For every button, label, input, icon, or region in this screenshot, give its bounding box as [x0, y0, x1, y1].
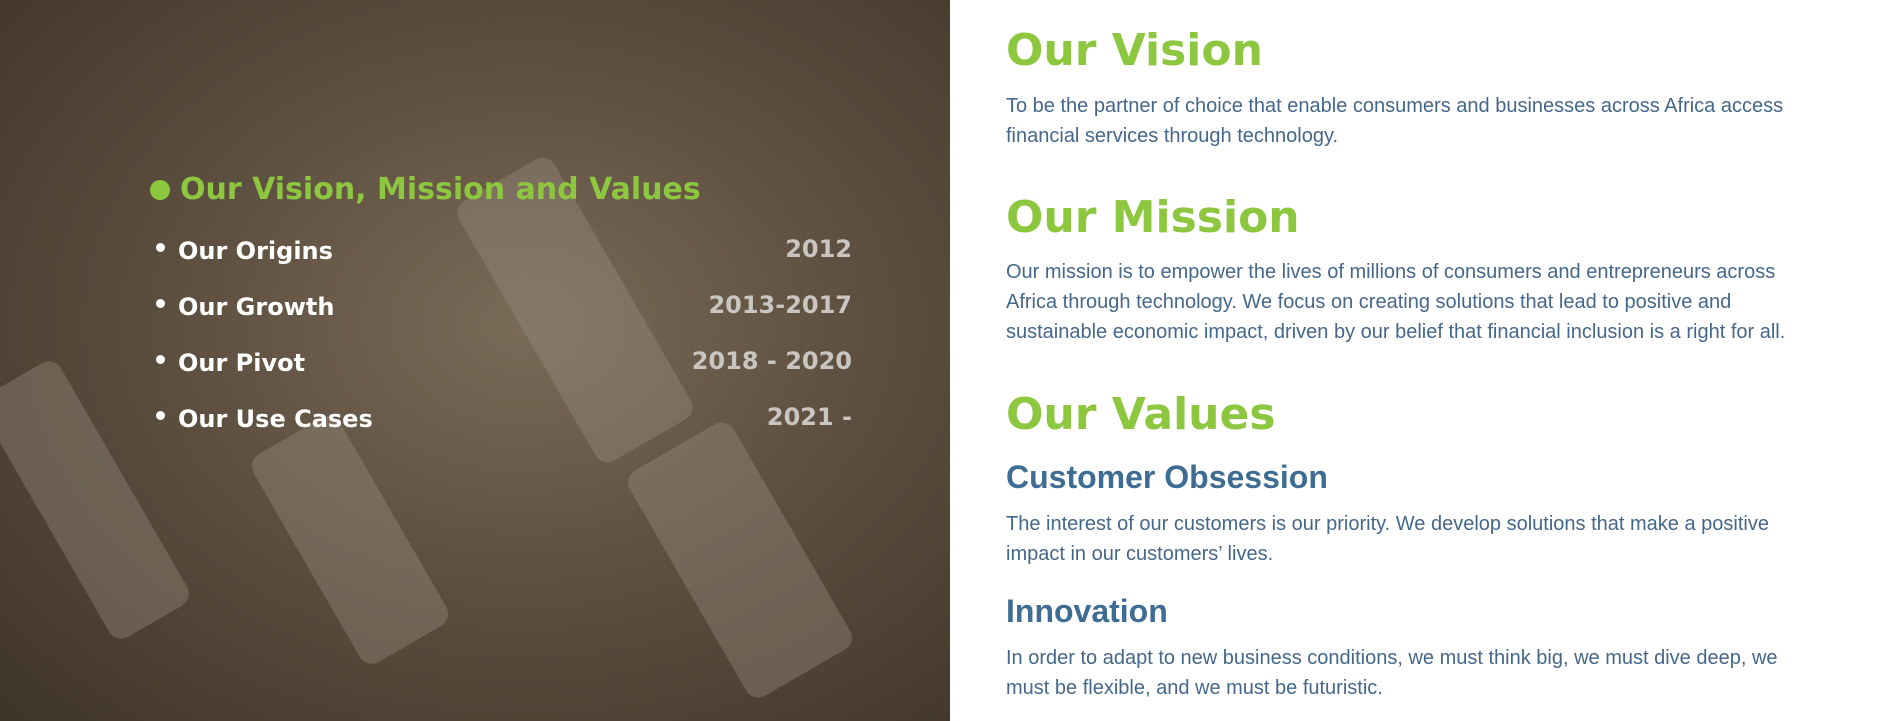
active-bullet	[150, 180, 170, 200]
nav-label: Our Origins	[178, 237, 333, 265]
nav-label: Our Growth	[178, 293, 335, 321]
paragraph: To be the partner of choice that enable …	[1006, 95, 1784, 147]
bullet	[156, 243, 165, 252]
value-title: Customer Obsession	[1006, 459, 1328, 495]
nav-years: 2013-2017	[708, 291, 852, 319]
section-heading: Our Values	[1006, 389, 1276, 440]
nav-item[interactable]: Our Pivot 2018 - 2020	[152, 347, 852, 383]
bullet	[156, 355, 165, 364]
nav-item[interactable]: Our Use Cases 2021 -	[152, 403, 852, 439]
paragraph: Our mission is to empower the lives of m…	[1006, 261, 1786, 343]
hero-panel: Our Vision, Mission and Values Our Origi…	[0, 0, 950, 721]
paragraph: The interest of our customers is our pri…	[1006, 513, 1769, 565]
value-title: Innovation	[1006, 593, 1168, 629]
nav-years: 2012	[785, 235, 852, 263]
nav-item[interactable]: Our Growth 2013-2017	[152, 291, 852, 327]
nav-label: Our Use Cases	[178, 405, 373, 433]
nav-years: 2021 -	[766, 403, 852, 431]
section-heading: Our Mission	[1006, 192, 1300, 243]
paragraph: In order to adapt to new business condit…	[1006, 647, 1778, 699]
bullet	[156, 299, 165, 308]
bullet	[156, 411, 165, 420]
nav-item[interactable]: Our Origins 2012	[152, 235, 852, 271]
section-heading: Our Vision	[1006, 25, 1263, 76]
nav-title[interactable]: Our Vision, Mission and Values	[180, 172, 701, 207]
nav-years: 2018 - 2020	[691, 347, 852, 375]
nav-label: Our Pivot	[178, 349, 306, 377]
